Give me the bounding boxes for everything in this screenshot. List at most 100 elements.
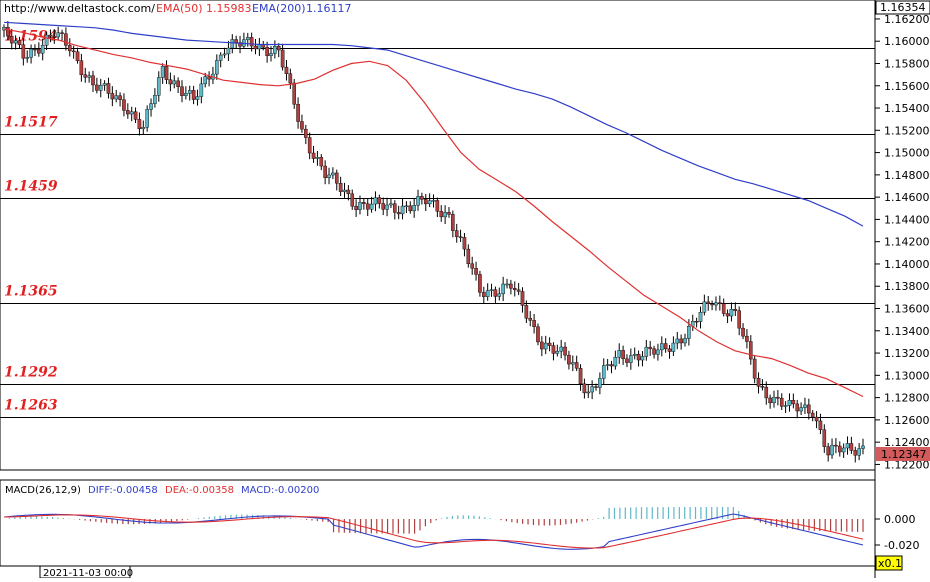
candle-body[interactable] bbox=[319, 157, 324, 167]
candle-body[interactable] bbox=[40, 44, 45, 54]
candle-body[interactable] bbox=[296, 103, 300, 122]
candle-body[interactable] bbox=[555, 350, 560, 354]
candle-body[interactable] bbox=[509, 283, 513, 289]
candle-body[interactable] bbox=[667, 348, 672, 352]
candle-body[interactable] bbox=[853, 450, 858, 456]
candle-body[interactable] bbox=[98, 85, 103, 91]
candle-body[interactable] bbox=[156, 77, 161, 96]
candle-body[interactable] bbox=[543, 342, 548, 350]
candle-body[interactable] bbox=[493, 289, 498, 297]
candle-body[interactable] bbox=[373, 197, 378, 205]
candle-body[interactable] bbox=[636, 353, 641, 361]
candle-body[interactable] bbox=[710, 303, 714, 306]
candle-body[interactable] bbox=[489, 289, 494, 291]
candle-body[interactable] bbox=[675, 338, 680, 344]
candle-body[interactable] bbox=[470, 263, 474, 269]
candle-body[interactable] bbox=[404, 205, 409, 208]
candle-body[interactable] bbox=[640, 356, 645, 361]
candle-body[interactable] bbox=[365, 203, 370, 210]
candle-body[interactable] bbox=[826, 446, 830, 456]
candle-body[interactable] bbox=[478, 274, 482, 293]
candle-body[interactable] bbox=[570, 362, 575, 365]
candle-body[interactable] bbox=[439, 211, 444, 218]
candle-body[interactable] bbox=[756, 377, 761, 387]
candle-body[interactable] bbox=[505, 283, 509, 286]
candle-body[interactable] bbox=[423, 199, 428, 205]
candle-body[interactable] bbox=[532, 320, 536, 327]
candle-body[interactable] bbox=[741, 327, 745, 337]
candle-body[interactable] bbox=[694, 321, 699, 323]
candle-body[interactable] bbox=[149, 103, 153, 110]
candle-body[interactable] bbox=[683, 338, 687, 344]
candle-body[interactable] bbox=[292, 82, 297, 105]
candle-body[interactable] bbox=[33, 48, 37, 51]
candle-body[interactable] bbox=[837, 445, 842, 453]
candle-body[interactable] bbox=[520, 291, 525, 306]
candle-body[interactable] bbox=[551, 345, 556, 354]
candle-body[interactable] bbox=[234, 39, 238, 43]
candle-body[interactable] bbox=[207, 76, 211, 80]
candle-body[interactable] bbox=[180, 86, 184, 96]
candle-body[interactable] bbox=[698, 311, 703, 322]
candle-body[interactable] bbox=[729, 309, 734, 317]
candle-body[interactable] bbox=[346, 189, 351, 195]
candle-body[interactable] bbox=[342, 189, 347, 192]
candle-body[interactable] bbox=[338, 183, 343, 192]
candle-body[interactable] bbox=[400, 205, 405, 215]
candle-body[interactable] bbox=[199, 83, 204, 97]
candle-body[interactable] bbox=[315, 157, 320, 159]
candle-body[interactable] bbox=[369, 203, 374, 210]
candle-body[interactable] bbox=[160, 66, 165, 78]
candle-body[interactable] bbox=[122, 99, 126, 111]
candle-body[interactable] bbox=[540, 341, 544, 350]
candle-body[interactable] bbox=[106, 83, 111, 94]
candle-body[interactable] bbox=[230, 39, 235, 49]
candle-body[interactable] bbox=[269, 53, 273, 56]
candle-body[interactable] bbox=[764, 386, 769, 399]
candle-body[interactable] bbox=[334, 172, 339, 184]
candle-body[interactable] bbox=[621, 350, 625, 360]
candle-body[interactable] bbox=[427, 200, 432, 205]
candle-body[interactable] bbox=[249, 37, 254, 47]
candle-body[interactable] bbox=[528, 317, 533, 321]
candle-body[interactable] bbox=[71, 50, 76, 53]
candle-body[interactable] bbox=[783, 405, 788, 407]
candle-body[interactable] bbox=[307, 137, 312, 154]
candle-body[interactable] bbox=[687, 325, 691, 339]
candle-body[interactable] bbox=[276, 46, 281, 51]
candle-body[interactable] bbox=[559, 346, 563, 352]
candle-body[interactable] bbox=[87, 75, 91, 78]
candle-body[interactable] bbox=[67, 45, 72, 52]
candle-body[interactable] bbox=[416, 196, 420, 206]
candle-body[interactable] bbox=[617, 350, 622, 358]
candle-body[interactable] bbox=[632, 353, 637, 356]
macd-panel[interactable] bbox=[0, 479, 876, 567]
candle-body[interactable] bbox=[288, 73, 293, 84]
candle-body[interactable] bbox=[354, 205, 358, 210]
candle-body[interactable] bbox=[311, 152, 316, 159]
candle-body[interactable] bbox=[586, 391, 591, 394]
candle-body[interactable] bbox=[385, 204, 389, 210]
candle-body[interactable] bbox=[578, 367, 583, 385]
candle-body[interactable] bbox=[52, 36, 57, 38]
candle-body[interactable] bbox=[129, 111, 134, 115]
candle-body[interactable] bbox=[327, 174, 331, 179]
candle-body[interactable] bbox=[776, 396, 780, 399]
candle-body[interactable] bbox=[13, 40, 18, 44]
candle-body[interactable] bbox=[791, 400, 796, 405]
candle-body[interactable] bbox=[145, 109, 149, 128]
candle-body[interactable] bbox=[29, 48, 33, 58]
candle-body[interactable] bbox=[524, 305, 529, 319]
candle-body[interactable] bbox=[95, 84, 99, 91]
candle-body[interactable] bbox=[768, 397, 772, 404]
candle-body[interactable] bbox=[133, 111, 138, 120]
candle-body[interactable] bbox=[176, 80, 180, 87]
candle-body[interactable] bbox=[37, 49, 41, 54]
candle-body[interactable] bbox=[17, 40, 22, 45]
candle-body[interactable] bbox=[64, 33, 68, 46]
candle-body[interactable] bbox=[605, 364, 610, 366]
candle-body[interactable] bbox=[304, 128, 308, 138]
candle-body[interactable] bbox=[284, 66, 289, 74]
candle-body[interactable] bbox=[652, 348, 656, 355]
candle-body[interactable] bbox=[861, 445, 865, 449]
